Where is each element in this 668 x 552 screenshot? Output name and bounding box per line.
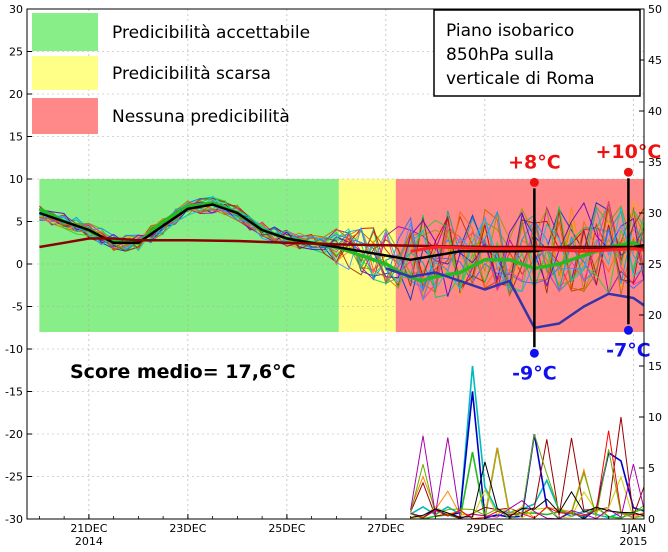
x-tick-label: 25DEC — [268, 522, 305, 535]
right-tick-label: 20 — [648, 309, 662, 322]
max-dot — [623, 167, 633, 177]
max-label: +8°C — [508, 151, 561, 173]
legend-label-scarsa: Predicibilità scarsa — [112, 64, 271, 84]
precip-line — [410, 435, 644, 519]
left-tick-label: 10 — [9, 173, 23, 186]
x-tick-year: 2015 — [619, 535, 647, 548]
min-dot — [623, 325, 633, 335]
left-tick-label: -25 — [5, 471, 23, 484]
left-tick-label: 20 — [9, 88, 23, 101]
x-tick-label: 23DEC — [169, 522, 206, 535]
series-highlight-run — [385, 267, 644, 330]
x-tick-label: 27DEC — [367, 522, 404, 535]
score-label: Score medio= 17,6°C — [70, 361, 296, 383]
main-series — [38, 201, 644, 330]
title-box: Piano isobarico 850hPa sulla verticale d… — [433, 9, 641, 97]
x-tick-label: 29DEC — [466, 522, 503, 535]
right-tick-label: 35 — [648, 156, 662, 169]
title-line-1: Piano isobarico — [446, 21, 574, 41]
series-climatology — [39, 237, 644, 250]
max-label: +10°C — [596, 141, 662, 163]
series-ensemble-mean — [38, 203, 644, 262]
x-tick-label: 21DEC — [70, 522, 107, 535]
member-line — [39, 206, 644, 295]
legend-swatch-accettabile — [32, 13, 98, 51]
right-tick-label: 5 — [648, 462, 655, 475]
legend-swatch-scarsa — [32, 56, 98, 90]
title-line-3: verticale di Roma — [446, 69, 595, 89]
precip-line — [410, 434, 644, 519]
precip-line — [410, 447, 644, 519]
precip-line — [410, 461, 644, 518]
precip-line — [410, 475, 644, 519]
precip-line — [410, 430, 644, 519]
min-label: -7°C — [606, 339, 651, 361]
x-tick-year: 2014 — [75, 535, 103, 548]
series-observed — [38, 201, 644, 283]
left-tick-label: 0 — [16, 258, 23, 271]
right-axis: 0 5 10 15 20 25 30 35 40 45 50 — [639, 3, 662, 526]
left-tick-label: -20 — [5, 428, 23, 441]
precipitation-spikes — [410, 365, 644, 519]
left-tick-label: -30 — [5, 513, 23, 526]
right-tick-label: 50 — [648, 3, 662, 16]
legend-label-accettabile: Predicibilità accettabile — [112, 23, 310, 43]
min-dot — [529, 348, 539, 358]
legend-label-nessuna: Nessuna predicibilità — [112, 107, 290, 127]
member-line — [39, 199, 644, 294]
min-label: -9°C — [512, 362, 557, 384]
left-tick-label: -15 — [5, 386, 23, 399]
series-control-run — [410, 245, 644, 253]
left-tick-label: 30 — [9, 3, 23, 16]
left-tick-label: -5 — [12, 301, 23, 314]
left-tick-label: 15 — [9, 131, 23, 144]
left-tick-label: 25 — [9, 46, 23, 59]
right-tick-label: 25 — [648, 258, 662, 271]
precip-line — [410, 365, 644, 519]
max-dot — [529, 177, 539, 187]
left-tick-label: -10 — [5, 343, 23, 356]
right-tick-label: 40 — [648, 105, 662, 118]
left-tick-label: 5 — [16, 216, 23, 229]
right-tick-label: 10 — [648, 411, 662, 424]
right-tick-label: 45 — [648, 54, 662, 67]
right-tick-label: 0 — [648, 513, 655, 526]
right-tick-label: 15 — [648, 360, 662, 373]
right-tick-label: 30 — [648, 207, 662, 220]
title-line-2: 850hPa sulla — [446, 45, 554, 65]
title-box-frame — [433, 9, 641, 97]
annotations: +8°C-9°C+10°C-7°C+6°C-13°C — [508, 141, 662, 384]
legend: Predicibilità accettabile Predicibilità … — [32, 13, 310, 134]
left-axis: -30 -25 -20 -15 -10 -5 0 5 10 15 20 25 30 — [5, 3, 32, 526]
legend-swatch-nessuna — [32, 98, 98, 134]
precip-line — [410, 391, 644, 519]
x-tick-label: 1JAN — [620, 522, 646, 535]
